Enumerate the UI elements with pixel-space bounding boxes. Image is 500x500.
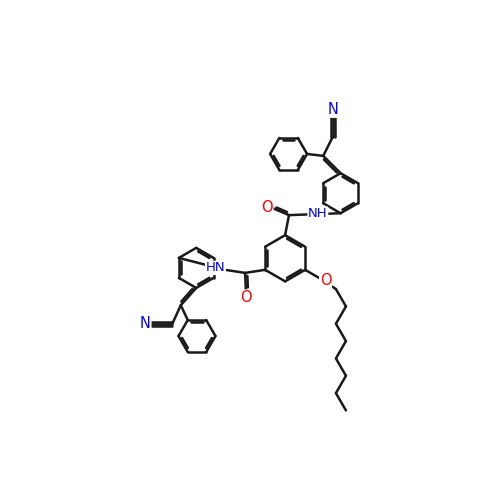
Text: N: N [140, 316, 150, 331]
Text: HN: HN [206, 262, 226, 274]
Text: O: O [240, 290, 252, 305]
Text: O: O [261, 200, 273, 215]
Text: O: O [320, 273, 332, 288]
Text: NH: NH [308, 207, 328, 220]
Text: N: N [328, 102, 338, 117]
